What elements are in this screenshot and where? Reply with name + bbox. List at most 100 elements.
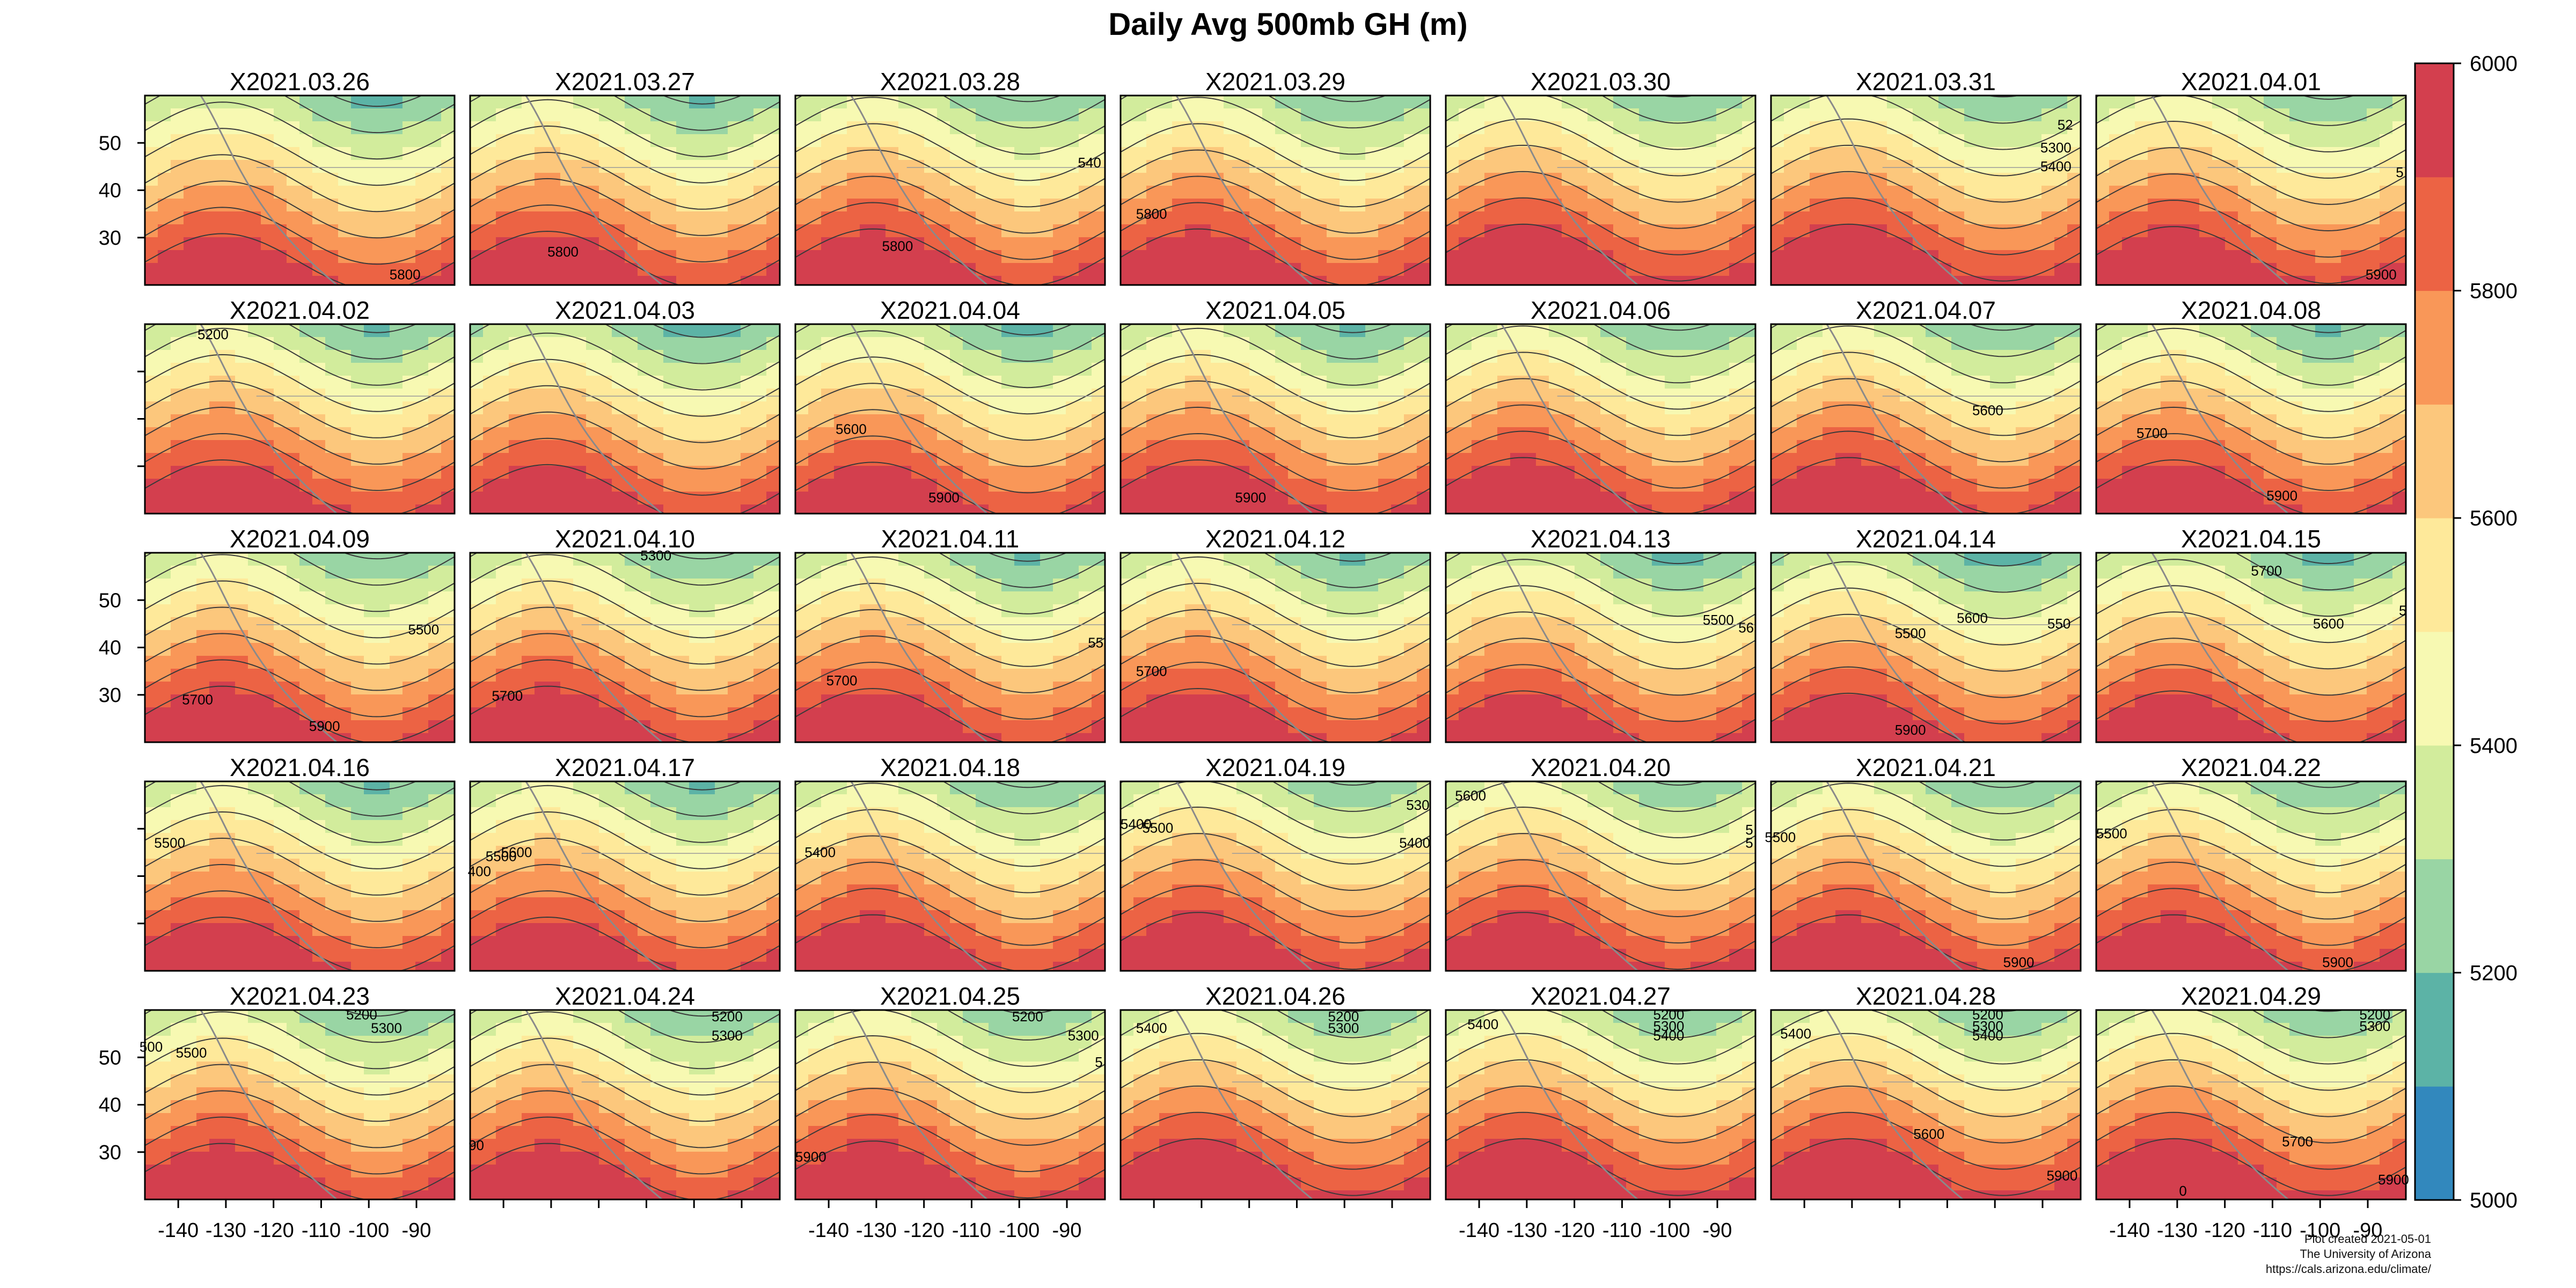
- coastline: [525, 1010, 663, 1199]
- contour-line: [1446, 1010, 1755, 1065]
- panel-date: X2021.04.25: [880, 982, 1020, 1010]
- contour-line: [145, 1143, 455, 1199]
- contour-line: [1771, 809, 2081, 867]
- contour-line: [1601, 96, 1755, 124]
- map-panel: X2021.03.27 5800: [469, 68, 781, 286]
- coastline: [200, 96, 338, 285]
- panel-date: X2021.03.27: [555, 68, 695, 96]
- gh-field: [2096, 96, 2406, 285]
- panel-frame: [469, 323, 781, 515]
- contour-line: [1121, 380, 1430, 438]
- panel-frame: [1770, 94, 2082, 286]
- contour-line: [1771, 457, 2081, 514]
- contour-line: [1446, 457, 1755, 514]
- panel-date: X2021.04.20: [1531, 753, 1671, 781]
- panel-date: X2021.04.01: [2181, 68, 2321, 96]
- colorbar-frame: [2414, 62, 2455, 1201]
- gh-field: [470, 553, 780, 742]
- colorbar-segment: [2415, 290, 2454, 405]
- panel-date: X2021.03.31: [1856, 68, 1996, 96]
- contour-label: 5500: [176, 1044, 207, 1060]
- contour-label: 530: [1406, 797, 1429, 813]
- coastline: [525, 324, 663, 514]
- chart-title: Daily Avg 500mb GH (m): [1108, 7, 1468, 42]
- contour-line: [1446, 144, 1755, 203]
- contour-label: 5200: [1012, 1008, 1043, 1024]
- contour-line: [795, 97, 1105, 155]
- coastline: [1175, 1010, 1313, 1199]
- map-panel: X2021.04.01 5 5900: [2095, 68, 2407, 286]
- contour-line: [145, 101, 455, 160]
- gh-field: [145, 781, 455, 971]
- colorbar-segment: [2415, 177, 2454, 291]
- coastline: [525, 553, 663, 742]
- contour-line: [987, 553, 1068, 562]
- contour-label: 5700: [492, 687, 523, 704]
- coastline: [2151, 96, 2289, 285]
- panel-date: X2021.04.18: [880, 753, 1020, 781]
- panel-date: X2021.04.03: [555, 296, 695, 324]
- panel-frame: [1770, 552, 2082, 743]
- contour-line: [795, 861, 1105, 920]
- contour-label: 5300: [1653, 1018, 1685, 1034]
- gh-field: [795, 324, 1105, 514]
- contour-line: [795, 635, 1105, 693]
- gh-field: [145, 96, 455, 285]
- contour-line: [795, 1140, 1105, 1199]
- contour-label: 5400: [2040, 158, 2072, 174]
- contour-line: [2096, 1085, 2406, 1144]
- contour-label: 5200: [197, 326, 229, 342]
- contour-line: [1446, 96, 1755, 150]
- coastline: [2151, 781, 2289, 971]
- contour-line: [795, 324, 1105, 362]
- panel-date: X2021.04.27: [1531, 982, 1671, 1010]
- contour-line: [1771, 1138, 2081, 1196]
- panel-frame: [1445, 1009, 1757, 1201]
- x-tick-label: -100: [2300, 1219, 2340, 1242]
- contour-line: [1660, 96, 1696, 98]
- contour-line: [342, 1010, 412, 1017]
- y-tick-label: 50: [99, 132, 121, 155]
- contour-line: [1771, 144, 2081, 203]
- contour-line: [1121, 96, 1430, 129]
- panel-frame: [2095, 552, 2407, 743]
- contour-line: [145, 606, 455, 665]
- panel-date: X2021.03.26: [230, 68, 370, 96]
- contour-line: [1121, 781, 1430, 838]
- contour-line: [470, 1143, 780, 1199]
- contour-line: [2096, 200, 2406, 258]
- contour-line: [470, 1090, 780, 1148]
- contour-line: [2096, 888, 2406, 946]
- colorbar-tick-label: 5000: [2470, 1189, 2518, 1212]
- y-tick-label: 40: [99, 637, 121, 660]
- contour-line: [1318, 96, 1387, 103]
- x-tick-label: -110: [952, 1219, 991, 1242]
- contour-line: [1446, 664, 1755, 722]
- contour-line: [795, 462, 1105, 514]
- contour-line: [795, 914, 1105, 971]
- coastline: [850, 781, 988, 971]
- coastline: [1175, 324, 1313, 514]
- panel-frame: [1445, 94, 1757, 286]
- coastline: [1501, 1010, 1638, 1199]
- x-tick-label: -140: [808, 1219, 849, 1242]
- contour-line: [470, 464, 780, 514]
- panel-frame: [1119, 1009, 1431, 1201]
- contour-line: [795, 1035, 1105, 1093]
- contour-line: [470, 178, 780, 236]
- map-panel: X2021.04.06: [1445, 296, 1757, 515]
- contour-line: [1771, 888, 2081, 946]
- contour-label: 550: [2047, 616, 2070, 632]
- contour-line: [1325, 781, 1380, 786]
- x-tick-label: -90: [2353, 1219, 2383, 1242]
- contour-line: [145, 785, 455, 843]
- contour-line: [795, 1062, 1105, 1120]
- contour-label: 5500: [154, 835, 185, 851]
- contour-line: [1446, 430, 1755, 489]
- contour-line: [470, 781, 780, 817]
- contour-line: [1000, 1010, 1055, 1014]
- contour-line: [668, 1010, 737, 1017]
